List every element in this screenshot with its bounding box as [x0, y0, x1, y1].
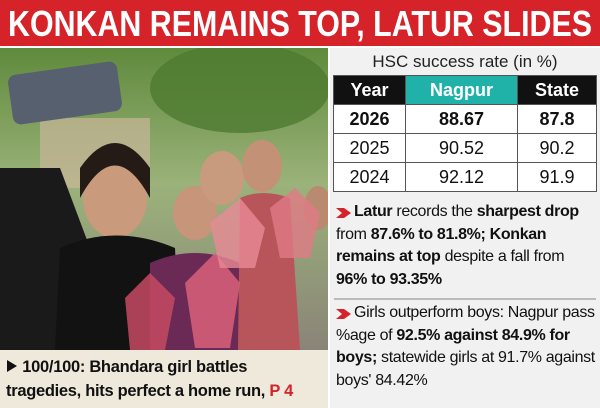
side-panel: HSC success rate (in %) Year Nagpur Stat… — [330, 48, 600, 408]
bullet-text: Latur — [354, 203, 393, 220]
caption-arrow — [7, 360, 17, 372]
photo — [0, 48, 328, 350]
nagpur-cell: 92.12 — [404, 162, 519, 192]
column-header: Year — [333, 75, 406, 105]
table-row: 2024 92.12 91.9 — [333, 162, 597, 192]
bullet-point: Girls outperform boys: Nagpur pass %age … — [336, 302, 598, 392]
bullet-arrow — [336, 309, 351, 319]
bullet-text: statewide girls at 91.7% against boys' 8… — [336, 349, 595, 389]
bullet-point: Latur records the sharpest drop from 87.… — [336, 201, 598, 291]
column-header: Nagpur — [404, 75, 519, 105]
headline: KONKAN REMAINS TOP, LATUR SLIDES — [8, 3, 592, 44]
page-reference: P 4 — [269, 382, 293, 400]
caption-text: 100/100: Bhandara girl battles tragedies… — [6, 358, 266, 400]
table-row: 2026 88.67 87.8 — [333, 104, 597, 134]
table-title: HSC success rate (in %) — [372, 52, 558, 71]
bullet-text: 87.6% to 81.8%; — [370, 225, 486, 243]
headline-background — [0, 0, 600, 46]
year-cell: 2024 — [333, 162, 406, 192]
headline-bar: KONKAN REMAINS TOP, LATUR SLIDES — [0, 0, 600, 46]
header-row: Year Nagpur State — [333, 75, 597, 105]
year-cell: 2026 — [333, 104, 406, 134]
bullet-text: Girls outperform boys: Nagpur pass %age … — [336, 304, 595, 344]
year-cell: 2025 — [333, 133, 406, 163]
state-cell: 91.9 — [517, 162, 597, 192]
table-row: 2025 90.52 90.2 — [333, 133, 597, 163]
results-table: Year Nagpur State 2026 88.67 87.8 2025 9… — [333, 75, 597, 192]
nagpur-cell: 90.52 — [404, 133, 519, 163]
photo-caption: 100/100: Bhandara girl battles tragedies… — [0, 350, 328, 408]
divider — [334, 298, 596, 300]
state-cell: 90.2 — [517, 133, 597, 163]
bullet-text: sharpest drop — [476, 203, 579, 220]
state-cell: 87.8 — [517, 104, 597, 134]
bullet-text: from — [336, 225, 367, 243]
nagpur-cell: 88.67 — [404, 104, 519, 134]
bullet-text: despite a fall from — [444, 248, 565, 265]
bullet-text: Konkan remains at top — [336, 225, 547, 266]
bullet-text: 96% to 93.35% — [336, 270, 442, 288]
column-header: State — [517, 75, 597, 105]
bullet-text: 92.5% against 84.9% for boys; — [336, 326, 570, 367]
bullet-text: records the — [396, 203, 473, 220]
bullet-arrow — [336, 208, 351, 218]
